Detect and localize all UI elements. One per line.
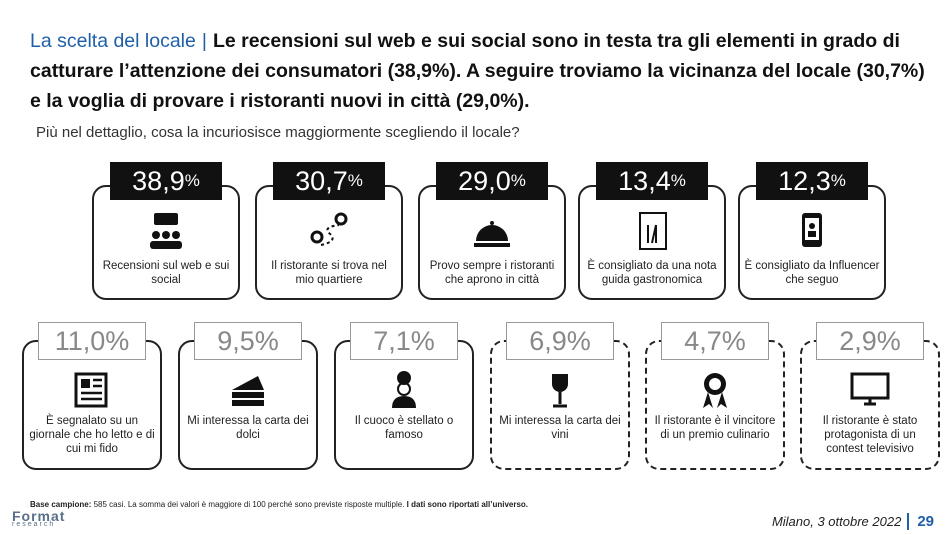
logo-text: Format bbox=[12, 508, 66, 524]
item-label: Il ristorante si trova nel mio quartiere bbox=[271, 260, 387, 286]
base-label: Base campione: bbox=[30, 500, 92, 509]
item-box: È consigliato da Influencer che seguo bbox=[738, 185, 886, 300]
item-label: Provo sempre i ristoranti che aprono in … bbox=[429, 260, 555, 286]
item-unit: % bbox=[347, 171, 363, 190]
item-value: 12,3 bbox=[778, 165, 831, 196]
item-box: Mi interessa la carta dei dolci bbox=[178, 340, 318, 470]
item-value: 30,7 bbox=[295, 165, 348, 196]
item-unit: % bbox=[510, 171, 526, 190]
item-icon bbox=[802, 213, 822, 247]
item-icon bbox=[150, 213, 182, 249]
item-icon bbox=[310, 212, 348, 246]
logo: Format research bbox=[12, 508, 65, 528]
item-label: Il ristorante è stato protagonista di un… bbox=[822, 415, 918, 455]
date: Milano, 3 ottobre 2022 bbox=[771, 514, 902, 529]
item-box: Recensioni sul web e sui social bbox=[92, 185, 240, 300]
item-unit: % bbox=[670, 171, 686, 190]
item-badge: 30,7% bbox=[273, 162, 385, 200]
item-icon bbox=[74, 372, 108, 408]
headline: Le recensioni sul web e sui social sono … bbox=[30, 30, 925, 112]
item-badge: 2,9% bbox=[816, 322, 924, 360]
footnote: Base campione: 585 casi. La somma dei va… bbox=[30, 500, 528, 509]
item-value: 7,1 bbox=[373, 325, 411, 356]
item-icon bbox=[392, 371, 416, 408]
item-badge: 4,7% bbox=[661, 322, 769, 360]
item-icon bbox=[552, 374, 568, 408]
item-box: Il ristorante si trova nel mio quartiere bbox=[255, 185, 403, 300]
item-label: Il ristorante è il vincitore di un premi… bbox=[654, 415, 776, 441]
item-icon bbox=[703, 373, 727, 408]
item-value: 13,4 bbox=[618, 165, 671, 196]
base-text: 585 casi. La somma dei valori è maggiore… bbox=[93, 500, 405, 509]
item-unit: % bbox=[876, 325, 901, 356]
item-label: Il cuoco è stellato o famoso bbox=[354, 415, 454, 441]
item-value: 2,9 bbox=[839, 325, 877, 356]
item-value: 4,7 bbox=[684, 325, 722, 356]
item-unit: % bbox=[566, 325, 591, 356]
separator: | bbox=[201, 30, 207, 52]
item-icon bbox=[850, 372, 890, 406]
item-label: Recensioni sul web e sui social bbox=[102, 260, 230, 286]
item-label: È segnalato su un giornale che ho letto … bbox=[29, 415, 155, 455]
item-unit: % bbox=[184, 171, 200, 190]
item-unit: % bbox=[105, 325, 130, 356]
item-icon bbox=[232, 376, 264, 406]
item-unit: % bbox=[254, 325, 279, 356]
question: Più nel dettaglio, cosa la incuriosisce … bbox=[36, 124, 520, 141]
title-block: La scelta del locale | Le recensioni sul w… bbox=[30, 26, 925, 116]
item-badge: 13,4% bbox=[596, 162, 708, 200]
item-value: 38,9 bbox=[132, 165, 185, 196]
item-icon bbox=[639, 212, 667, 250]
item-badge: 6,9% bbox=[506, 322, 614, 360]
item-badge: 9,5% bbox=[194, 322, 302, 360]
item-icon bbox=[474, 221, 510, 247]
item-value: 9,5 bbox=[217, 325, 255, 356]
item-label: È consigliato da una nota guida gastrono… bbox=[587, 260, 717, 286]
base-note: I dati sono riportati all’universo. bbox=[406, 500, 529, 509]
item-unit: % bbox=[830, 171, 846, 190]
logo-sub: research bbox=[12, 521, 56, 528]
topic: La scelta del locale bbox=[30, 30, 196, 52]
date-line: Milano, 3 ottobre 2022 29 bbox=[772, 513, 934, 530]
item-box: È consigliato da una nota guida gastrono… bbox=[578, 185, 726, 300]
item-label: È consigliato da Influencer che seguo bbox=[744, 260, 880, 286]
item-unit: % bbox=[721, 325, 746, 356]
page-number: 29 bbox=[907, 513, 934, 530]
item-value: 29,0 bbox=[458, 165, 511, 196]
item-value: 11,0 bbox=[54, 325, 106, 356]
item-badge: 38,9% bbox=[110, 162, 222, 200]
item-label: Mi interessa la carta dei vini bbox=[499, 415, 621, 441]
item-badge: 12,3% bbox=[756, 162, 868, 200]
item-box: Il ristorante è stato protagonista di un… bbox=[800, 340, 940, 470]
item-badge: 29,0% bbox=[436, 162, 548, 200]
item-label: Mi interessa la carta dei dolci bbox=[187, 415, 309, 441]
item-badge: 11,0% bbox=[38, 322, 146, 360]
item-value: 6,9 bbox=[529, 325, 567, 356]
item-box: Provo sempre i ristoranti che aprono in … bbox=[418, 185, 566, 300]
item-unit: % bbox=[410, 325, 435, 356]
item-badge: 7,1% bbox=[350, 322, 458, 360]
